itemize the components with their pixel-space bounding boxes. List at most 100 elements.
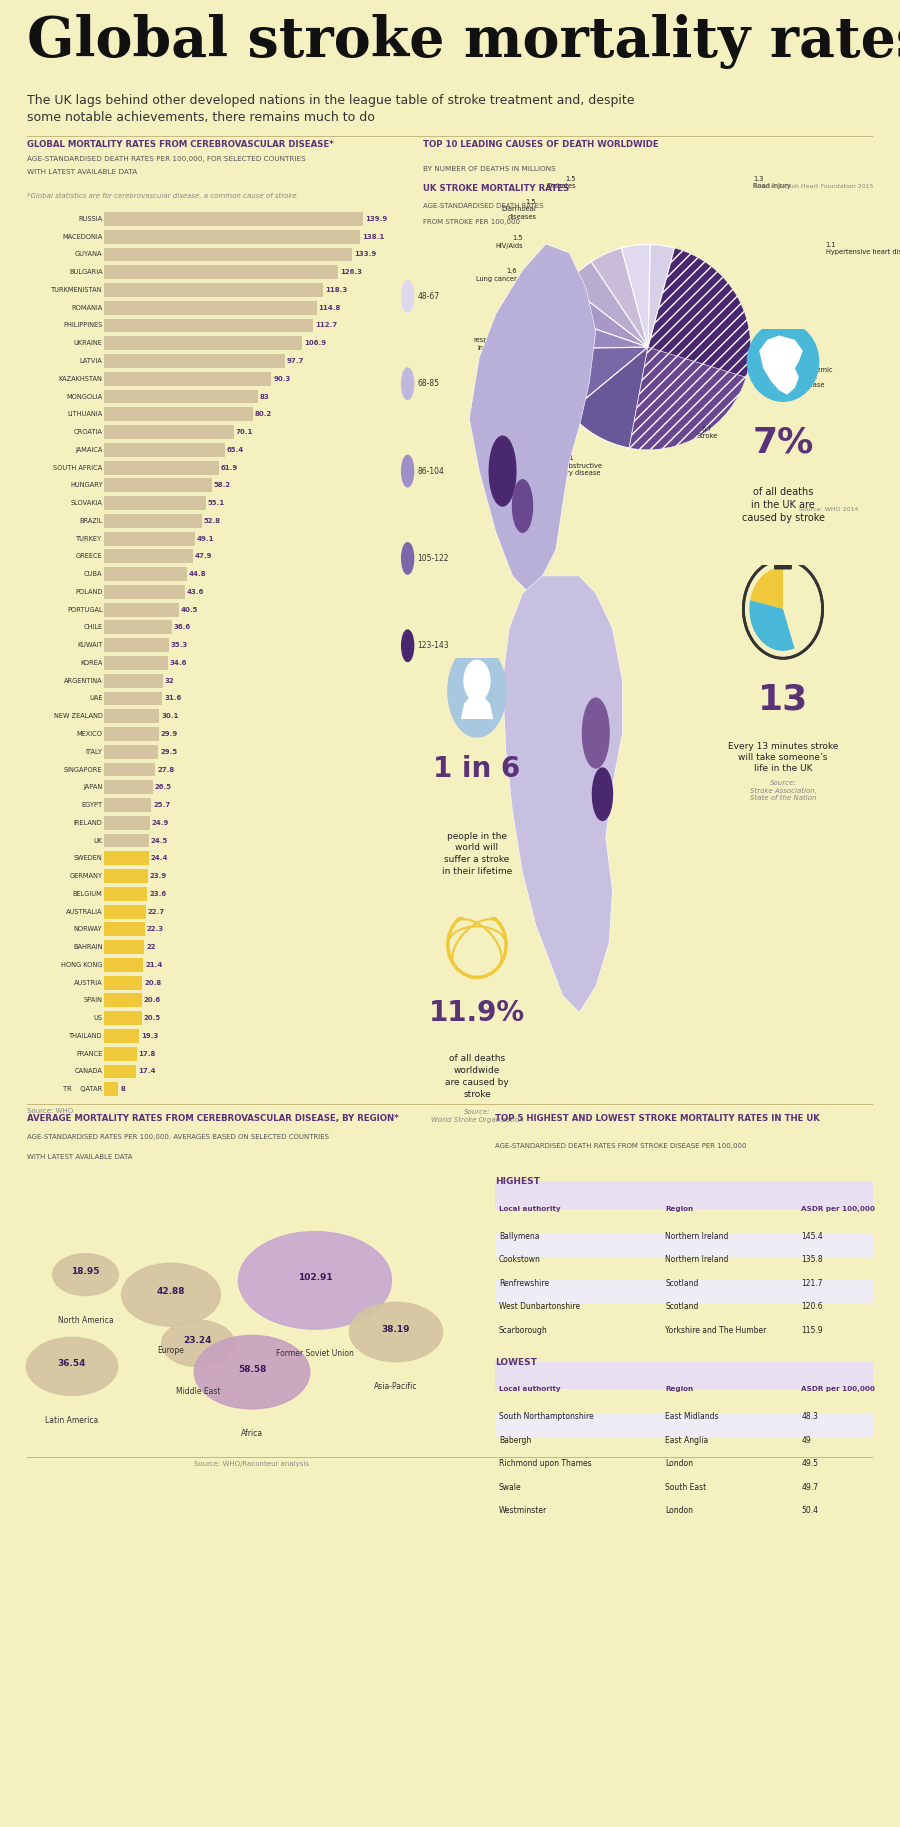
Bar — [104, 585, 184, 599]
Circle shape — [743, 559, 823, 658]
FancyBboxPatch shape — [495, 1414, 873, 1438]
Text: 43.6: 43.6 — [186, 588, 203, 596]
Bar — [104, 603, 179, 616]
Text: UK: UK — [94, 837, 103, 844]
Bar — [104, 407, 253, 422]
Bar — [104, 870, 148, 882]
Text: 115.9: 115.9 — [801, 1326, 823, 1336]
Circle shape — [26, 1337, 118, 1396]
Text: 65.4: 65.4 — [227, 448, 244, 453]
Text: *Global statistics are for cerebrovascular disease, a common cause of stroke: *Global statistics are for cerebrovascul… — [27, 192, 297, 199]
Text: Source:
Stroke Association,
State of the Nation: Source: Stroke Association, State of the… — [750, 780, 816, 802]
Wedge shape — [545, 314, 648, 349]
Bar — [104, 833, 149, 848]
Text: MACEDONIA: MACEDONIA — [62, 234, 103, 239]
Text: 1.5
Diarrhoeal
diseases: 1.5 Diarrhoeal diseases — [501, 199, 536, 219]
Text: CANADA: CANADA — [75, 1069, 103, 1074]
Text: Westminster: Westminster — [499, 1507, 547, 1515]
Bar — [104, 389, 257, 404]
Circle shape — [53, 1253, 118, 1295]
Text: UAE: UAE — [89, 696, 103, 702]
Text: people in the
world will
suffer a stroke
in their lifetime: people in the world will suffer a stroke… — [442, 831, 512, 877]
Text: 34.6: 34.6 — [169, 660, 187, 667]
Text: BRAZIL: BRAZIL — [79, 517, 103, 524]
Text: ROMANIA: ROMANIA — [71, 305, 103, 311]
Text: 29.5: 29.5 — [160, 749, 177, 755]
Text: FRANCE: FRANCE — [76, 1051, 103, 1056]
Text: LITHUANIA: LITHUANIA — [68, 411, 103, 417]
Circle shape — [238, 1231, 392, 1328]
Circle shape — [401, 367, 414, 400]
Text: 7.4
Ischaemic
heart
disease: 7.4 Ischaemic heart disease — [799, 360, 833, 387]
Text: 58.2: 58.2 — [213, 482, 230, 488]
Circle shape — [512, 481, 533, 532]
Text: POLAND: POLAND — [76, 588, 103, 596]
Text: AVERAGE MORTALITY RATES FROM CEREBROVASCULAR DISEASE, BY REGION*: AVERAGE MORTALITY RATES FROM CEREBROVASC… — [27, 1113, 399, 1122]
Text: ASDR per 100,000: ASDR per 100,000 — [801, 1387, 875, 1392]
Text: GREECE: GREECE — [76, 554, 103, 559]
Text: 1 in 6: 1 in 6 — [434, 755, 520, 784]
Bar — [104, 1065, 136, 1078]
Text: Source: WHO/Raconteur analysis: Source: WHO/Raconteur analysis — [194, 1462, 310, 1467]
Text: JAMAICA: JAMAICA — [76, 448, 103, 453]
Wedge shape — [569, 347, 648, 448]
Text: UK STROKE MORTALITY RATES: UK STROKE MORTALITY RATES — [423, 183, 569, 192]
Text: SPAIN: SPAIN — [84, 998, 103, 1003]
Text: SLOVAKIA: SLOVAKIA — [71, 501, 103, 506]
Text: 135.8: 135.8 — [801, 1255, 823, 1264]
Text: CUBA: CUBA — [84, 572, 103, 577]
Text: 1.3
Road injury: 1.3 Road injury — [753, 175, 791, 190]
Text: 8: 8 — [121, 1087, 125, 1093]
Circle shape — [122, 1262, 220, 1326]
Text: 21.4: 21.4 — [145, 961, 163, 968]
Text: 52.8: 52.8 — [203, 517, 220, 524]
Bar — [104, 692, 162, 705]
Bar — [104, 957, 143, 972]
Bar — [104, 301, 317, 314]
Text: 105-122: 105-122 — [418, 554, 449, 563]
FancyBboxPatch shape — [495, 1182, 873, 1209]
Text: SINGAPORE: SINGAPORE — [64, 767, 103, 773]
Text: CHILE: CHILE — [84, 625, 103, 630]
Text: LATVIA: LATVIA — [80, 358, 103, 364]
Text: 20.5: 20.5 — [143, 1016, 160, 1021]
Text: 24.5: 24.5 — [151, 837, 168, 844]
Text: EGYPT: EGYPT — [81, 802, 103, 808]
Text: 50.4: 50.4 — [801, 1507, 818, 1515]
Text: NORWAY: NORWAY — [74, 926, 103, 932]
Text: AGE-STANDARDISED DEATH RATES: AGE-STANDARDISED DEATH RATES — [423, 203, 544, 208]
Text: IRELAND: IRELAND — [74, 820, 103, 826]
Text: London: London — [665, 1460, 693, 1469]
Text: 22.3: 22.3 — [147, 926, 164, 932]
Text: Babergh: Babergh — [499, 1436, 531, 1445]
Text: 112.7: 112.7 — [315, 323, 337, 329]
Bar — [104, 621, 172, 634]
Wedge shape — [621, 245, 650, 347]
Text: 55.1: 55.1 — [208, 501, 225, 506]
Text: BULGARIA: BULGARIA — [69, 269, 103, 276]
Text: Africa: Africa — [241, 1429, 263, 1438]
Bar — [104, 460, 219, 475]
Circle shape — [464, 660, 490, 702]
Text: PHILIPPINES: PHILIPPINES — [63, 323, 103, 329]
Text: 1.6
Lung cancer: 1.6 Lung cancer — [476, 269, 517, 281]
Text: MEXICO: MEXICO — [76, 731, 103, 736]
Text: 49.5: 49.5 — [801, 1460, 818, 1469]
Text: RUSSIA: RUSSIA — [78, 216, 103, 221]
Text: Middle East: Middle East — [176, 1387, 220, 1396]
Text: Global stroke mortality rates: Global stroke mortality rates — [27, 13, 900, 69]
Circle shape — [194, 1336, 310, 1409]
Polygon shape — [461, 696, 493, 720]
Text: South Northamptonshire: South Northamptonshire — [499, 1412, 593, 1421]
Circle shape — [490, 437, 516, 506]
Text: 22: 22 — [146, 945, 156, 950]
Circle shape — [401, 543, 414, 574]
Text: 20.6: 20.6 — [144, 998, 161, 1003]
Wedge shape — [545, 347, 648, 413]
Text: 32: 32 — [165, 678, 175, 683]
Text: 114.8: 114.8 — [319, 305, 341, 311]
Text: 24.9: 24.9 — [151, 820, 169, 826]
Wedge shape — [591, 248, 648, 347]
Text: KAZAKHSTAN: KAZAKHSTAN — [58, 376, 103, 382]
Wedge shape — [750, 601, 795, 650]
